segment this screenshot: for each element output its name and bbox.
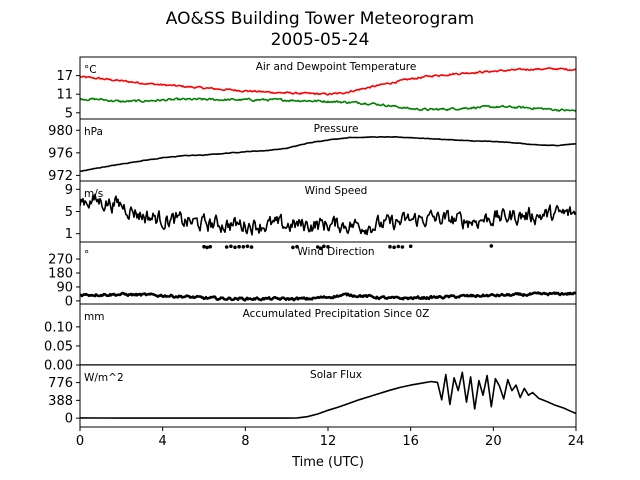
- series-line-1: [80, 291, 576, 302]
- x-axis-label: Time (UTC): [291, 455, 364, 470]
- panel-2: 972 976 980 Pressure hPa: [48, 118, 577, 184]
- panel-title: Solar Flux: [310, 369, 362, 381]
- chart-subtitle: 2005-05-24: [271, 30, 370, 50]
- panel-3: 1 5 9 Wind Speed m/s: [65, 180, 577, 243]
- y-tick-label: 17: [56, 69, 73, 84]
- x-tick-label: 20: [485, 434, 502, 449]
- data-point: [224, 245, 229, 249]
- data-point: [408, 244, 413, 249]
- series-line-1: [80, 371, 576, 419]
- y-tick-label: 5: [65, 106, 73, 121]
- data-point: [295, 244, 299, 249]
- data-point: [233, 245, 237, 250]
- series-line-2: [80, 97, 576, 113]
- data-point: [291, 245, 295, 250]
- series-line-1: [80, 67, 576, 96]
- panel-data-3: [80, 193, 576, 236]
- x-tick-label: 8: [241, 434, 249, 449]
- panel-data-4: [80, 244, 576, 302]
- panel-data-2: [80, 136, 576, 172]
- y-tick-label: 5: [65, 205, 73, 220]
- y-tick-label: 776: [48, 376, 73, 391]
- y-tick-label: 976: [48, 146, 73, 161]
- data-point: [392, 245, 396, 250]
- x-tick-label: 24: [568, 434, 585, 449]
- panel-title: Wind Speed: [305, 185, 368, 197]
- chart-title: AO&SS Building Tower Meteorogram: [166, 9, 474, 29]
- data-point: [205, 245, 209, 250]
- x-axis: 0 4 8 12 16 20 24: [76, 427, 584, 449]
- panel-6: 0 388 776 Solar Flux W/m^2: [48, 364, 577, 428]
- panel-5: 0.00 0.05 0.10 Accumulated Precipitation Si…: [44, 303, 577, 374]
- data-point: [489, 244, 494, 248]
- panel-title: Pressure: [314, 123, 359, 135]
- y-tick-label: 0: [65, 294, 73, 309]
- series-line-1: [80, 136, 576, 172]
- panel-title: Wind Direction: [297, 246, 374, 258]
- y-tick-label: 90: [56, 280, 73, 295]
- y-tick-label: 388: [48, 394, 73, 409]
- data-point: [400, 245, 405, 249]
- panel-1: 5 11 17 Air and Dewpoint Temperature °C: [56, 56, 577, 121]
- data-point: [208, 244, 212, 249]
- panel-unit: °: [84, 249, 89, 261]
- panel-unit: mm: [84, 311, 104, 323]
- panel-unit: m/s: [84, 188, 103, 200]
- data-point: [315, 245, 320, 249]
- y-tick-label: 11: [56, 88, 73, 103]
- data-point: [229, 244, 233, 249]
- x-tick-label: 0: [76, 434, 84, 449]
- panel-unit: W/m^2: [84, 372, 124, 384]
- y-tick-label: 0: [65, 412, 73, 427]
- data-point: [319, 246, 323, 250]
- data-point: [396, 244, 401, 249]
- data-point: [241, 245, 246, 249]
- panel-unit: °C: [84, 64, 97, 76]
- data-point: [245, 244, 250, 249]
- panel-unit: hPa: [84, 126, 103, 138]
- data-point: [326, 245, 330, 249]
- x-tick-label: 16: [402, 434, 419, 449]
- y-tick-label: 972: [48, 169, 73, 184]
- y-tick-label: 270: [48, 253, 73, 268]
- y-tick-label: 180: [48, 267, 73, 282]
- panel-title: Air and Dewpoint Temperature: [256, 61, 417, 73]
- x-tick-label: 4: [159, 434, 167, 449]
- panel-data-6: [80, 371, 576, 419]
- data-point: [237, 244, 241, 249]
- data-point: [388, 244, 392, 249]
- y-tick-label: 0.10: [44, 320, 73, 335]
- y-tick-label: 1: [65, 227, 73, 242]
- data-point: [202, 244, 206, 249]
- x-tick-label: 12: [320, 434, 337, 449]
- y-tick-label: 9: [65, 183, 73, 198]
- panel-title: Accumulated Precipitation Since 0Z: [243, 308, 430, 320]
- data-point: [322, 244, 326, 249]
- panel-data-1: [80, 67, 576, 113]
- data-point: [249, 245, 254, 249]
- series-line-1: [80, 193, 576, 236]
- y-tick-label: 0.05: [44, 339, 73, 354]
- y-tick-label: 980: [48, 124, 73, 139]
- y-tick-label: 0.00: [44, 359, 73, 374]
